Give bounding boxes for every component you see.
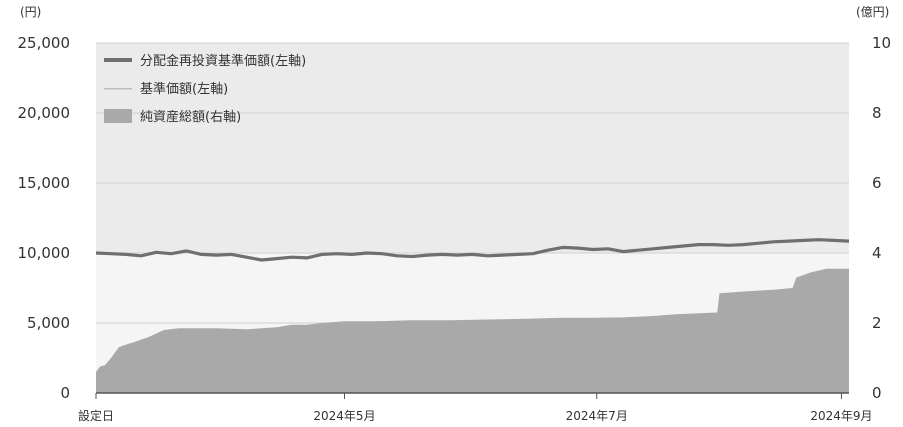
y-right-tick-label: 8 xyxy=(872,104,882,122)
line-series-reinvested-nav xyxy=(96,238,849,262)
y-left-tick-label: 5,000 xyxy=(27,314,70,332)
y-right-tick-label: 4 xyxy=(872,244,882,262)
legend-label: 基準価額(左軸) xyxy=(140,81,228,97)
y-left-tick-label: 20,000 xyxy=(18,104,71,122)
legend-item-reinvested-nav: 分配金再投資基準価額(左軸) xyxy=(104,53,306,69)
x-tick-labels: 設定日 2024年5月 2024年7月 2024年9月 xyxy=(78,408,873,423)
x-tick-label: 2024年5月 xyxy=(313,409,375,423)
y-right-tick-label: 10 xyxy=(872,34,891,52)
y-right-tick-label: 6 xyxy=(872,174,882,192)
band-upper xyxy=(96,43,849,253)
y-right-unit-label: (億円) xyxy=(856,5,889,19)
y-left-tick-label: 10,000 xyxy=(18,244,71,262)
legend-swatch-area xyxy=(104,109,132,123)
x-tick-label: 2024年7月 xyxy=(566,409,628,423)
x-tick-marks xyxy=(95,393,842,399)
legend-item-net-assets: 純資産総額(右軸) xyxy=(104,109,241,125)
y-left-tick-labels: 25,000 20,000 15,000 10,000 5,000 0 xyxy=(18,34,71,402)
y-left-unit-label: (円) xyxy=(20,5,41,19)
y-right-tick-labels: 10 8 6 4 2 0 xyxy=(872,34,891,402)
y-left-tick-label: 25,000 xyxy=(18,34,71,52)
x-tick-label: 設定日 xyxy=(78,408,114,423)
y-left-tick-label: 15,000 xyxy=(18,174,71,192)
legend: 分配金再投資基準価額(左軸) 基準価額(左軸) 純資産総額(右軸) xyxy=(104,53,306,125)
legend-swatch-thick-line xyxy=(104,58,132,62)
y-right-tick-label: 2 xyxy=(872,314,882,332)
y-right-tick-label: 0 xyxy=(872,384,882,402)
y-left-tick-label: 0 xyxy=(60,384,70,402)
legend-item-nav: 基準価額(左軸) xyxy=(104,81,228,97)
legend-label: 分配金再投資基準価額(左軸) xyxy=(140,53,306,69)
legend-label: 純資産総額(右軸) xyxy=(140,109,241,125)
legend-swatch-thin-line xyxy=(104,88,132,90)
area-series-net-assets xyxy=(96,268,849,393)
x-tick-label: 2024年9月 xyxy=(810,409,872,423)
